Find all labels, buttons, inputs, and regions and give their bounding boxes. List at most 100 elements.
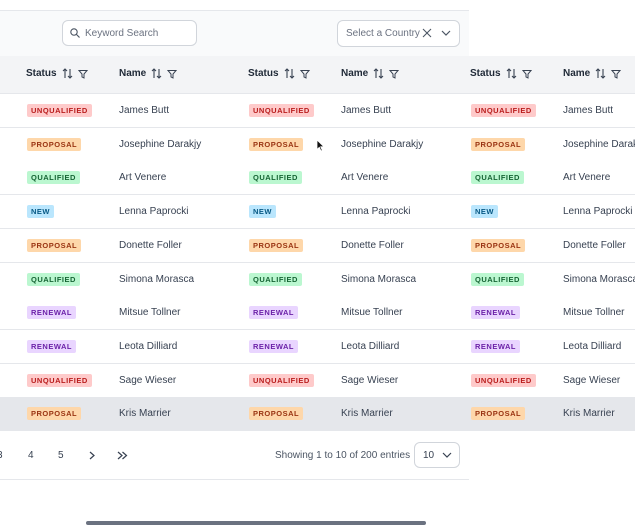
status-badge: UNQUALIFIED	[249, 373, 314, 387]
name-cell: Donette Foller	[563, 239, 626, 251]
status-badge: PROPOSAL	[249, 137, 304, 151]
column-header-name[interactable]: Name	[563, 68, 622, 79]
name-cell: Kris Marrier	[341, 408, 393, 420]
chevron-right-icon[interactable]	[88, 451, 96, 460]
name-cell: Leota Dilliard	[119, 340, 178, 352]
status-badge: UNQUALIFIED	[471, 373, 536, 387]
name-cell: Josephine Darakjy	[119, 138, 202, 150]
name-cell: Lenna Paprocki	[341, 206, 411, 218]
table-row[interactable]: QUALIFIED Simona Morasca QUALIFIED Simona M…	[0, 262, 635, 297]
filter-icon[interactable]	[521, 69, 532, 79]
filter-icon[interactable]	[389, 69, 400, 79]
sort-icon[interactable]	[373, 68, 384, 79]
column-header-label: Status	[26, 68, 57, 79]
table-row[interactable]: RENEWAL Mitsue Tollner RENEWAL Mitsue Tolln…	[0, 296, 635, 331]
table-row[interactable]: PROPOSAL Donette Foller PROPOSAL Donette Fo…	[0, 228, 635, 263]
horizontal-scrollbar[interactable]	[86, 521, 426, 525]
sort-icon[interactable]	[595, 68, 606, 79]
table-row[interactable]: QUALIFIED Art Venere QUALIFIED Art Venere QU…	[0, 161, 635, 196]
table-header: Status Name Status Name Status Name	[0, 56, 635, 94]
showing-entries-text: Showing 1 to 10 of 200 entries	[275, 450, 411, 461]
name-cell: Art Venere	[119, 172, 167, 184]
keyword-search-field[interactable]	[62, 20, 197, 46]
status-badge: QUALIFIED	[249, 272, 302, 286]
name-cell: Art Venere	[341, 172, 389, 184]
column-header-name[interactable]: Name	[341, 68, 400, 79]
sort-icon[interactable]	[62, 68, 73, 79]
filter-icon[interactable]	[299, 69, 310, 79]
name-cell: Donette Foller	[341, 239, 404, 251]
country-select[interactable]: Select a Country	[337, 20, 460, 47]
table-row[interactable]: UNQUALIFIED James Butt UNQUALIFIED James Bu…	[0, 94, 635, 128]
name-cell: James Butt	[341, 105, 392, 116]
status-badge: RENEWAL	[27, 339, 76, 353]
name-cell: Kris Marrier	[563, 408, 615, 420]
name-cell: Mitsue Tollner	[341, 307, 403, 319]
table-row[interactable]: RENEWAL Leota Dilliard RENEWAL Leota Dillia…	[0, 329, 635, 364]
status-badge: RENEWAL	[249, 306, 298, 320]
filter-icon[interactable]	[611, 69, 622, 79]
column-header-status[interactable]: Status	[26, 68, 88, 79]
paginator: 3 4 5 Showing 1 to 10 of 200 entries 10	[0, 432, 469, 480]
name-cell: Mitsue Tollner	[563, 307, 625, 319]
name-cell: Sage Wieser	[341, 374, 399, 386]
page-button-3[interactable]: 3	[0, 450, 3, 461]
name-cell: Mitsue Tollner	[119, 307, 181, 319]
page-button-4[interactable]: 4	[28, 450, 34, 461]
name-cell: Lenna Paprocki	[119, 206, 189, 218]
name-cell: Simona Morasca	[341, 273, 417, 285]
name-cell: Leota Dilliard	[563, 340, 622, 352]
name-cell: Kris Marrier	[119, 408, 171, 420]
table-row[interactable]: UNQUALIFIED Sage Wieser UNQUALIFIED Sage Wi…	[0, 363, 635, 398]
status-badge: UNQUALIFIED	[27, 104, 92, 117]
column-header-name[interactable]: Name	[119, 68, 178, 79]
double-chevron-right-icon[interactable]	[117, 451, 128, 460]
page-button-5[interactable]: 5	[58, 450, 64, 461]
status-badge: PROPOSAL	[471, 238, 526, 252]
status-badge: QUALIFIED	[471, 171, 524, 185]
column-header-status[interactable]: Status	[248, 68, 310, 79]
status-badge: PROPOSAL	[471, 407, 526, 421]
name-cell: Leota Dilliard	[341, 340, 400, 352]
keyword-search-input[interactable]	[85, 27, 190, 39]
status-badge: NEW	[471, 205, 498, 219]
clear-icon[interactable]	[422, 28, 432, 38]
search-icon	[70, 28, 80, 38]
status-badge: NEW	[249, 205, 276, 219]
status-badge: PROPOSAL	[249, 407, 304, 421]
status-badge: RENEWAL	[27, 306, 76, 320]
sort-icon[interactable]	[284, 68, 295, 79]
status-badge: QUALIFIED	[27, 171, 80, 185]
sort-icon[interactable]	[151, 68, 162, 79]
rows-per-page-value: 10	[423, 450, 435, 461]
table-row[interactable]: PROPOSAL Kris Marrier PROPOSAL Kris Marrier…	[0, 397, 635, 432]
status-badge: QUALIFIED	[27, 272, 80, 286]
name-cell: Simona Morasca	[119, 273, 195, 285]
column-header-label: Status	[248, 68, 279, 79]
column-header-status[interactable]: Status	[470, 68, 532, 79]
status-badge: PROPOSAL	[471, 137, 526, 151]
table-row[interactable]: NEW Lenna Paprocki NEW Lenna Paprocki NEW Len…	[0, 195, 635, 230]
status-badge: NEW	[27, 205, 54, 219]
name-cell: Josephine Darakjy	[341, 138, 424, 150]
status-badge: QUALIFIED	[471, 272, 524, 286]
name-cell: Sage Wieser	[119, 374, 177, 386]
name-cell: Donette Foller	[119, 239, 182, 251]
mouse-cursor-icon	[316, 139, 325, 152]
name-cell: Josephine Darakjy	[563, 138, 635, 150]
status-badge: PROPOSAL	[249, 238, 304, 252]
name-cell: Lenna Paprocki	[563, 206, 633, 218]
name-cell: James Butt	[119, 105, 170, 116]
status-badge: RENEWAL	[471, 339, 520, 353]
sort-icon[interactable]	[506, 68, 517, 79]
status-badge: RENEWAL	[249, 339, 298, 353]
rows-per-page-select[interactable]: 10	[414, 442, 460, 468]
name-cell: Simona Morasca	[563, 273, 635, 285]
filter-icon[interactable]	[77, 69, 88, 79]
column-header-label: Name	[563, 68, 591, 79]
column-header-label: Name	[341, 68, 369, 79]
table-toolbar: Select a Country	[0, 10, 469, 57]
filter-icon[interactable]	[167, 69, 178, 79]
column-header-label: Status	[470, 68, 501, 79]
chevron-down-icon[interactable]	[441, 29, 451, 37]
